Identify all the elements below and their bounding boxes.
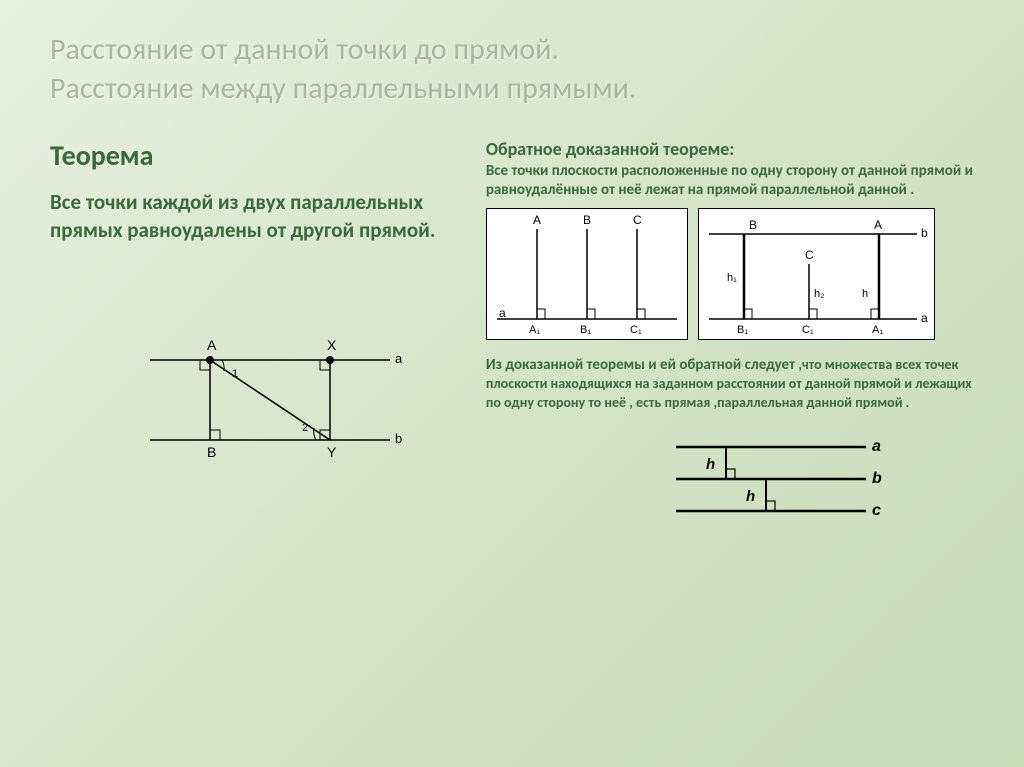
theorem-text: Все точки каждой из двух параллельных пр… <box>50 188 466 245</box>
top-diagrams: A B C A₁ B₁ C₁ a <box>486 208 974 340</box>
label-line-a: a <box>395 351 403 366</box>
label-h2: h <box>746 488 755 505</box>
label-C: C <box>633 213 642 227</box>
content-area: Теорема Все точки каждой из двух паралле… <box>50 138 974 532</box>
left-column: Теорема Все точки каждой из двух паралле… <box>50 138 466 532</box>
conclusion: Из доказанной теоремы и ей обратной след… <box>486 355 974 412</box>
label-line-b: b <box>395 431 402 446</box>
diagram-heights: B A C B₁ C₁ A₁ h₁ h₂ h b a <box>698 208 935 340</box>
label-h: h <box>862 288 868 300</box>
label-A: A <box>874 218 882 232</box>
label-a: a <box>872 438 881 455</box>
label-C1: C₁ <box>630 324 642 336</box>
label-b: b <box>921 226 928 240</box>
diagram-parallel-ax: A X B Y a b 1 2 <box>140 325 466 480</box>
theorem-heading: Теорема <box>50 138 466 173</box>
label-h1: h <box>706 456 715 473</box>
diagram-perpendiculars: A B C A₁ B₁ C₁ a <box>486 208 688 340</box>
slide: Расстояние от данной точки до прямой. Ра… <box>0 0 1024 562</box>
label-Y: Y <box>327 444 337 460</box>
label-b: b <box>872 470 882 487</box>
reverse-text: Все точки плоскости расположенные по одн… <box>486 162 974 200</box>
label-A1: A₁ <box>529 324 540 336</box>
label-angle-2: 2 <box>302 422 308 434</box>
label-c: c <box>872 502 881 519</box>
label-B: B <box>583 213 591 227</box>
title-line-1: Расстояние от данной точки до прямой. <box>50 31 559 68</box>
label-A1: A₁ <box>872 324 883 336</box>
conclusion-lead: Из доказанной теоремы и ей обратной след… <box>486 356 798 374</box>
title-line-2: Расстояние между параллельными прямыми. <box>50 70 636 107</box>
label-X: X <box>327 337 337 353</box>
label-angle-1: 1 <box>232 368 238 380</box>
slide-title: Расстояние от данной точки до прямой. Ра… <box>50 30 974 108</box>
diagram-three-lines: a b c h h <box>666 427 974 532</box>
label-h1: h₁ <box>727 272 737 284</box>
label-A: A <box>207 337 217 353</box>
label-h2: h₂ <box>814 288 824 300</box>
label-B1: B₁ <box>737 324 748 336</box>
reverse-heading: Обратное доказанной теореме: <box>486 138 974 160</box>
label-C: C <box>805 248 814 262</box>
label-A: A <box>533 213 541 227</box>
right-column: Обратное доказанной теореме: Все точки п… <box>486 138 974 532</box>
label-C1: C₁ <box>802 324 814 336</box>
label-B1: B₁ <box>580 324 591 336</box>
label-a: a <box>921 311 928 325</box>
label-B: B <box>749 218 757 232</box>
label-a: a <box>499 306 506 320</box>
label-B: B <box>207 444 216 460</box>
